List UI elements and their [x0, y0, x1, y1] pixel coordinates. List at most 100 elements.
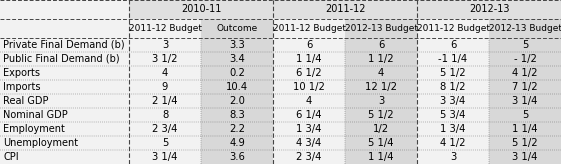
Bar [0, 80, 129, 94]
Bar [417, 0, 561, 19]
Bar [417, 94, 489, 108]
Text: 2011-12 Budget: 2011-12 Budget [128, 24, 201, 33]
Bar [0, 52, 129, 66]
Text: 6: 6 [306, 40, 312, 50]
Text: 2 3/4: 2 3/4 [153, 124, 178, 134]
Text: 12 1/2: 12 1/2 [365, 82, 397, 92]
Text: 3 1/4: 3 1/4 [512, 152, 537, 162]
Bar [129, 108, 201, 122]
Bar [345, 122, 417, 136]
Text: 2012-13 Budget: 2012-13 Budget [489, 24, 561, 33]
Bar [273, 136, 345, 150]
Text: 5 1/2: 5 1/2 [368, 110, 394, 120]
Bar [129, 80, 201, 94]
Bar [417, 150, 489, 164]
Text: 3 3/4: 3 3/4 [440, 96, 466, 106]
Bar [201, 19, 273, 38]
Bar [417, 108, 489, 122]
Bar [129, 66, 201, 80]
Bar [489, 136, 561, 150]
Text: 3: 3 [162, 40, 168, 50]
Bar [417, 122, 489, 136]
Text: 4: 4 [378, 68, 384, 78]
Text: 7 1/2: 7 1/2 [512, 82, 538, 92]
Bar [129, 136, 201, 150]
Text: Real GDP: Real GDP [3, 96, 49, 106]
Text: 2010-11: 2010-11 [181, 4, 221, 14]
Bar [201, 136, 273, 150]
Text: Outcome: Outcome [217, 24, 257, 33]
Text: 2012-13: 2012-13 [469, 4, 509, 14]
Bar [273, 19, 345, 38]
Text: -1 1/4: -1 1/4 [439, 54, 467, 64]
Bar [417, 136, 489, 150]
Bar [273, 0, 417, 19]
Bar [129, 19, 201, 38]
Text: 2 1/4: 2 1/4 [152, 96, 178, 106]
Bar [489, 52, 561, 66]
Text: 8: 8 [162, 110, 168, 120]
Text: 5 3/4: 5 3/4 [440, 110, 466, 120]
Text: 4.9: 4.9 [229, 138, 245, 148]
Text: 5: 5 [162, 138, 168, 148]
Bar [129, 38, 201, 52]
Text: 8.3: 8.3 [229, 110, 245, 120]
Bar [129, 0, 273, 19]
Text: 6: 6 [378, 40, 384, 50]
Text: Unemployment: Unemployment [3, 138, 79, 148]
Text: 2011-12: 2011-12 [325, 4, 365, 14]
Bar [273, 94, 345, 108]
Bar [273, 38, 345, 52]
Bar [489, 38, 561, 52]
Bar [489, 122, 561, 136]
Text: 3 1/4: 3 1/4 [153, 152, 178, 162]
Text: Public Final Demand (b): Public Final Demand (b) [3, 54, 120, 64]
Bar [489, 108, 561, 122]
Text: 6 1/4: 6 1/4 [296, 110, 322, 120]
Text: 6 1/2: 6 1/2 [296, 68, 322, 78]
Text: 5: 5 [522, 40, 528, 50]
Text: Private Final Demand (b): Private Final Demand (b) [3, 40, 125, 50]
Bar [201, 108, 273, 122]
Bar [273, 108, 345, 122]
Bar [345, 52, 417, 66]
Bar [489, 66, 561, 80]
Text: Imports: Imports [3, 82, 41, 92]
Bar [201, 80, 273, 94]
Bar [201, 38, 273, 52]
Text: 2 3/4: 2 3/4 [296, 152, 321, 162]
Text: 1 3/4: 1 3/4 [440, 124, 466, 134]
Text: 2012-13 Budget: 2012-13 Budget [344, 24, 417, 33]
Text: Nominal GDP: Nominal GDP [3, 110, 68, 120]
Text: 2.0: 2.0 [229, 96, 245, 106]
Text: 6: 6 [450, 40, 456, 50]
Bar [201, 150, 273, 164]
Bar [201, 94, 273, 108]
Bar [0, 0, 129, 19]
Text: Employment: Employment [3, 124, 65, 134]
Text: 2.2: 2.2 [229, 124, 245, 134]
Text: 0.2: 0.2 [229, 68, 245, 78]
Bar [345, 19, 417, 38]
Bar [129, 94, 201, 108]
Text: CPI: CPI [3, 152, 19, 162]
Text: 4 1/2: 4 1/2 [512, 68, 538, 78]
Text: 4 3/4: 4 3/4 [296, 138, 321, 148]
Bar [0, 150, 129, 164]
Text: - 1/2: - 1/2 [513, 54, 536, 64]
Bar [273, 122, 345, 136]
Bar [129, 122, 201, 136]
Text: 5: 5 [522, 110, 528, 120]
Bar [0, 108, 129, 122]
Text: 3.3: 3.3 [229, 40, 245, 50]
Bar [273, 52, 345, 66]
Bar [0, 94, 129, 108]
Bar [201, 122, 273, 136]
Text: 5 1/4: 5 1/4 [368, 138, 394, 148]
Text: 9: 9 [162, 82, 168, 92]
Text: 5 1/2: 5 1/2 [440, 68, 466, 78]
Bar [129, 52, 201, 66]
Text: 5 1/2: 5 1/2 [512, 138, 538, 148]
Bar [489, 80, 561, 94]
Bar [345, 136, 417, 150]
